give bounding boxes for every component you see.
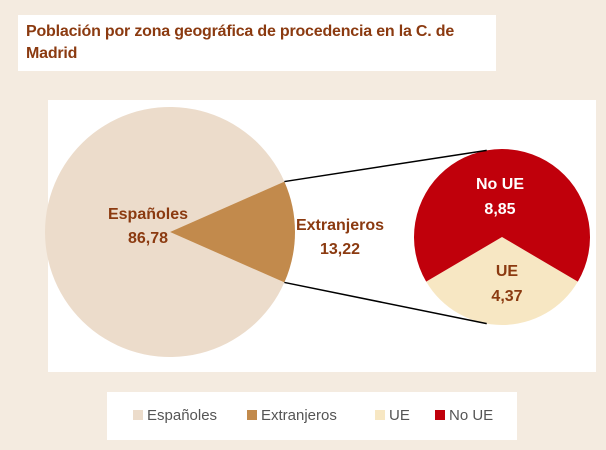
legend-swatch [435,410,445,420]
legend-swatch [133,410,143,420]
pie-slice [170,181,295,283]
connector [284,149,487,183]
legend-label: No UE [449,407,493,424]
slice-label: Extranjeros [296,217,384,234]
slice-value: 86,78 [128,230,168,247]
pie-slice [426,237,578,326]
legend-swatch [247,410,257,420]
slice-value: 4,37 [491,288,522,305]
legend-label: UE [389,407,410,424]
legend-swatch [375,410,385,420]
slice-label: Españoles [108,206,188,223]
pie-slice [45,107,285,357]
slice-label: No UE [476,176,524,193]
legend-box [107,392,517,440]
connector [284,281,487,325]
pie-slice [414,149,591,282]
slice-value: 8,85 [484,201,515,218]
slice-value: 13,22 [320,241,360,258]
legend-label: Extranjeros [261,407,337,424]
slice-label: UE [496,263,519,280]
chart-title: Población por zona geográfica de procede… [18,15,496,71]
legend-label: Españoles [147,407,217,424]
